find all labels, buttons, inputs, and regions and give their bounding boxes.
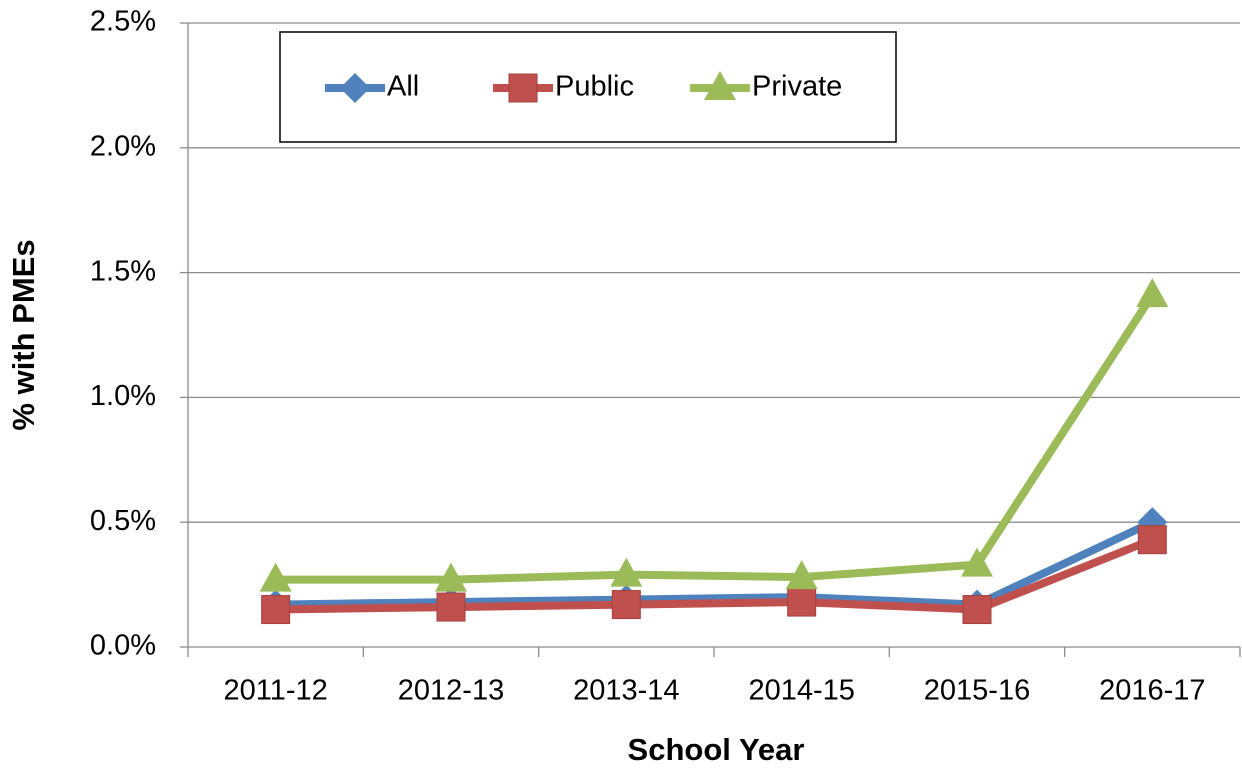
series-line — [275, 535, 1154, 614]
y-axis-title: % with PMEs — [6, 239, 41, 430]
marker — [785, 560, 818, 590]
marker — [961, 547, 993, 577]
marker — [610, 557, 643, 587]
legend-label: Public — [555, 71, 634, 103]
x-tick-label: 2015-16 — [924, 675, 1030, 707]
series-line — [275, 518, 1155, 609]
series-line — [275, 292, 1156, 584]
y-tick-label: 2.5% — [90, 6, 156, 38]
y-tick-label: 1.5% — [90, 255, 156, 287]
x-axis-title: School Year — [628, 732, 805, 767]
x-tick-label: 2014-15 — [748, 675, 854, 707]
marker — [787, 587, 817, 617]
legend-label: Private — [752, 71, 842, 103]
x-tick-label: 2011-12 — [224, 675, 328, 707]
y-tick-label: 1.0% — [90, 380, 156, 412]
y-tick-label: 0.0% — [90, 630, 156, 662]
marker — [435, 562, 467, 592]
marker — [1137, 525, 1167, 555]
x-tick-label: 2012-13 — [398, 675, 504, 707]
legend-marker — [508, 73, 538, 103]
x-tick-label: 2013-14 — [573, 675, 679, 707]
marker — [611, 590, 641, 620]
y-tick-label: 0.5% — [90, 505, 156, 537]
legend-marker — [704, 71, 736, 100]
marker — [261, 595, 291, 625]
marker — [436, 592, 466, 622]
marker — [1136, 278, 1169, 308]
marker — [962, 595, 992, 625]
y-tick-label: 2.0% — [90, 130, 156, 162]
x-tick-label: 2016-17 — [1099, 675, 1205, 707]
legend-marker — [340, 73, 370, 103]
legend-label: All — [387, 71, 419, 103]
marker — [259, 562, 292, 592]
